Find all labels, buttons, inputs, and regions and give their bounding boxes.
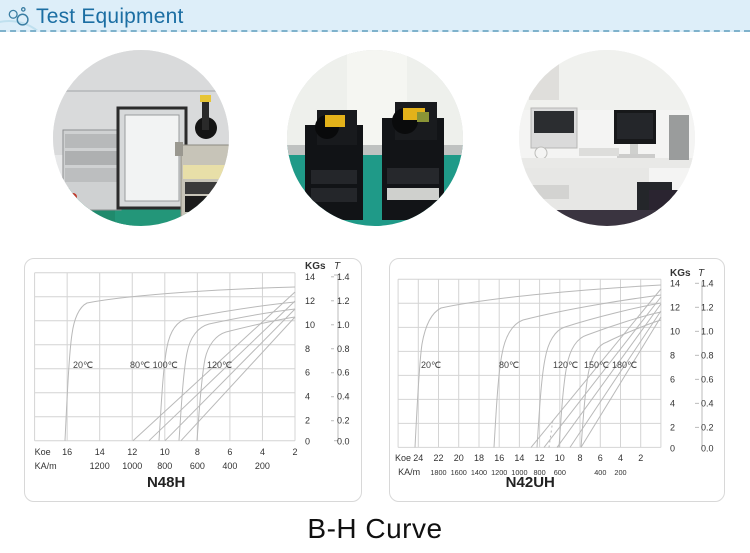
svg-text:0.2: 0.2 [337,416,350,426]
svg-text:8: 8 [305,344,310,354]
svg-text:10: 10 [160,447,170,457]
svg-text:0.8: 0.8 [337,344,350,354]
svg-text:8: 8 [577,453,582,463]
svg-text:2: 2 [670,422,675,432]
svg-text:14: 14 [514,453,524,463]
svg-text:1.2: 1.2 [337,296,350,306]
svg-text:14: 14 [305,272,315,282]
svg-text:0.0: 0.0 [337,437,350,447]
svg-text:2: 2 [305,416,310,426]
svg-text:4: 4 [305,392,310,402]
svg-text:2: 2 [292,447,297,457]
svg-text:0.2: 0.2 [701,422,714,432]
svg-text:4: 4 [670,398,675,408]
svg-text:16: 16 [62,447,72,457]
svg-text:4: 4 [618,453,623,463]
svg-text:80℃: 80℃ [499,360,519,370]
svg-text:Koe: Koe [395,453,411,463]
svg-text:12: 12 [127,447,137,457]
svg-text:200: 200 [255,461,270,471]
svg-text:1.0: 1.0 [701,326,714,336]
svg-text:4: 4 [260,447,265,457]
svg-text:800: 800 [157,461,172,471]
svg-text:120℃: 120℃ [207,360,232,370]
svg-text:10: 10 [555,453,565,463]
svg-text:12: 12 [535,453,545,463]
svg-text:12: 12 [670,302,680,312]
svg-text:14: 14 [95,447,105,457]
svg-text:10: 10 [670,326,680,336]
svg-text:400: 400 [222,461,237,471]
svg-text:6: 6 [227,447,232,457]
svg-text:18: 18 [474,453,484,463]
svg-text:12: 12 [305,296,315,306]
svg-text:0: 0 [670,443,675,453]
svg-text:1000: 1000 [122,461,142,471]
svg-text:1200: 1200 [90,461,110,471]
svg-text:20: 20 [454,453,464,463]
svg-text:6: 6 [305,368,310,378]
svg-text:10: 10 [305,320,315,330]
svg-text:0.8: 0.8 [701,350,714,360]
svg-text:Koe: Koe [35,447,51,457]
svg-text:KGs: KGs [305,261,326,272]
svg-text:2: 2 [638,453,643,463]
svg-text:120℃: 120℃ [553,360,578,370]
svg-text:KA/m: KA/m [35,461,57,471]
svg-text:180℃: 180℃ [612,360,637,370]
svg-text:1.4: 1.4 [701,278,714,288]
svg-text:6: 6 [670,374,675,384]
svg-text:80℃ 100℃: 80℃ 100℃ [130,360,178,370]
svg-text:0.0: 0.0 [701,443,714,453]
svg-text:1.4: 1.4 [337,272,350,282]
svg-text:16: 16 [494,453,504,463]
svg-text:0.6: 0.6 [337,368,350,378]
svg-text:22: 22 [433,453,443,463]
svg-text:8: 8 [195,447,200,457]
svg-text:8: 8 [670,350,675,360]
svg-text:T: T [334,261,341,272]
svg-text:20℃: 20℃ [73,360,93,370]
svg-text:20℃: 20℃ [421,360,441,370]
svg-text:14: 14 [670,278,680,288]
svg-text:0.4: 0.4 [337,392,350,402]
svg-text:0.6: 0.6 [701,374,714,384]
svg-text:0: 0 [305,437,310,447]
svg-text:1.0: 1.0 [337,320,350,330]
svg-text:600: 600 [190,461,205,471]
svg-text:1.2: 1.2 [701,302,714,312]
svg-text:150℃: 150℃ [584,360,609,370]
svg-text:0.4: 0.4 [701,398,714,408]
svg-text:24: 24 [413,453,423,463]
svg-text:6: 6 [598,453,603,463]
